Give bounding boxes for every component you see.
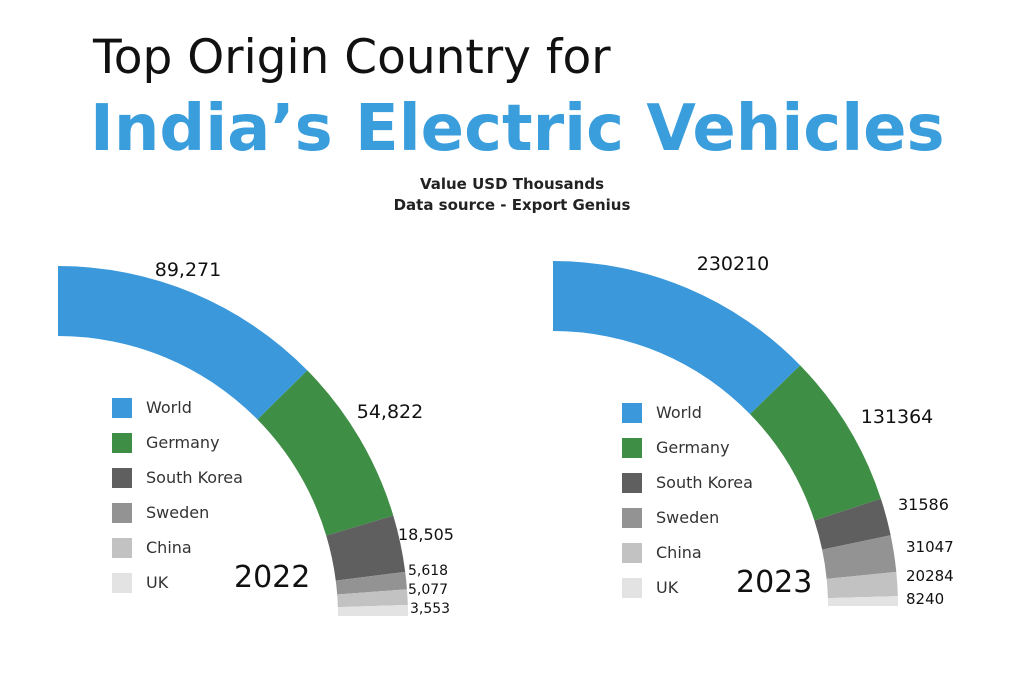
value-label-2023-uk: 8240 <box>906 590 944 608</box>
value-label-2022-south-korea: 18,505 <box>398 525 454 544</box>
slice-2022-sweden <box>335 571 407 595</box>
legend-label: Sweden <box>146 503 210 522</box>
subtitle-source: Data source - Export Genius <box>393 196 631 214</box>
legend-item-2022-china: China <box>112 530 243 565</box>
value-label-2022-china: 5,077 <box>408 582 448 598</box>
legend-swatch <box>622 507 642 528</box>
subtitle-units: Value USD Thousands <box>419 175 605 193</box>
legend-item-2022-south-korea: South Korea <box>112 460 243 495</box>
legend-label: China <box>656 543 702 562</box>
value-label-2023-china: 20284 <box>906 567 954 585</box>
value-label-2022-germany: 54,822 <box>357 401 423 423</box>
slice-2023-south-korea <box>814 498 891 550</box>
legend-item-2023-china: China <box>622 535 753 570</box>
legend-swatch <box>112 432 132 453</box>
legend-swatch <box>622 577 642 598</box>
legend-label: UK <box>146 573 169 592</box>
legend-2023: World Germany South Korea Sweden China UK <box>622 395 753 605</box>
slice-2023-sweden <box>822 535 897 579</box>
legend-label: South Korea <box>656 473 753 492</box>
value-label-2023-germany: 131364 <box>861 406 934 428</box>
legend-swatch <box>622 542 642 563</box>
slice-2023-uk <box>827 596 898 606</box>
legend-swatch <box>112 537 132 558</box>
legend-swatch <box>112 572 132 593</box>
page-title-line1: Top Origin Country for <box>93 30 611 85</box>
value-label-2022-sweden: 5,618 <box>408 563 448 579</box>
legend-swatch <box>112 502 132 523</box>
value-label-2023-world: 230210 <box>697 253 770 275</box>
legend-item-2022-uk: UK <box>112 565 243 600</box>
slice-2023-world <box>553 261 801 415</box>
legend-swatch <box>622 402 642 423</box>
slice-2022-world <box>58 266 308 420</box>
year-label-2023: 2023 <box>736 565 813 600</box>
slice-2022-south-korea <box>326 515 406 581</box>
legend-label: World <box>656 403 702 422</box>
legend-label: World <box>146 398 192 417</box>
slice-2023-germany <box>750 365 881 521</box>
legend-item-2023-germany: Germany <box>622 430 753 465</box>
legend-item-2023-world: World <box>622 395 753 430</box>
value-label-2023-south-korea: 31586 <box>898 495 949 514</box>
value-label-2022-world: 89,271 <box>155 259 221 281</box>
legend-swatch <box>622 472 642 493</box>
legend-item-2022-world: World <box>112 390 243 425</box>
legend-item-2023-south-korea: South Korea <box>622 465 753 500</box>
legend-label: Germany <box>146 433 220 452</box>
legend-label: Germany <box>656 438 730 457</box>
legend-label: South Korea <box>146 468 243 487</box>
slice-2023-china <box>826 571 898 599</box>
slice-2022-uk <box>337 604 408 616</box>
legend-swatch <box>112 397 132 418</box>
legend-swatch <box>622 437 642 458</box>
legend-label: Sweden <box>656 508 720 527</box>
year-label-2022: 2022 <box>234 560 311 595</box>
slice-2022-germany <box>257 370 394 536</box>
slice-2022-china <box>337 589 408 608</box>
legend-label: UK <box>656 578 679 597</box>
legend-swatch <box>112 467 132 488</box>
legend-item-2022-germany: Germany <box>112 425 243 460</box>
legend-2022: World Germany South Korea Sweden China UK <box>112 390 243 600</box>
page-title-line2: India’s Electric Vehicles <box>90 92 945 166</box>
value-label-2022-uk: 3,553 <box>410 601 450 617</box>
legend-label: China <box>146 538 192 557</box>
value-label-2023-sweden: 31047 <box>906 538 954 556</box>
legend-item-2023-sweden: Sweden <box>622 500 753 535</box>
legend-item-2023-uk: UK <box>622 570 753 605</box>
legend-item-2022-sweden: Sweden <box>112 495 243 530</box>
